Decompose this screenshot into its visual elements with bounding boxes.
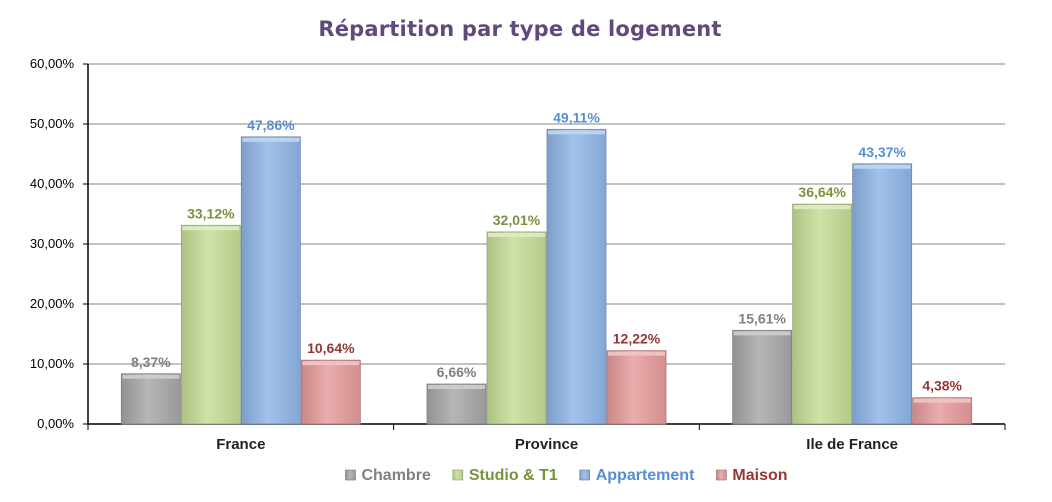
bar-bevel xyxy=(242,137,300,142)
x-category-label: Ile de France xyxy=(806,436,898,453)
legend-item: Appartement xyxy=(579,467,695,484)
legend-swatch xyxy=(452,469,464,481)
legend-item: Chambre xyxy=(345,467,431,484)
bar-bevel xyxy=(302,361,360,366)
legend: Chambre Studio & T1 Appartement Maison xyxy=(345,467,788,484)
data-label: 43,37% xyxy=(858,144,906,160)
legend-item: Studio & T1 xyxy=(452,467,558,484)
chart-title: Répartition par type de logement xyxy=(318,17,721,41)
bar-studio-t1 xyxy=(180,224,241,425)
y-tick-label: 0,00% xyxy=(37,416,74,431)
bar-chambre xyxy=(732,329,793,425)
legend-item: Maison xyxy=(716,467,788,484)
y-tick-label: 20,00% xyxy=(30,296,75,311)
data-label: 8,37% xyxy=(131,354,171,370)
data-label: 49,11% xyxy=(553,109,600,125)
data-label: 6,66% xyxy=(437,364,477,380)
data-label: 10,64% xyxy=(307,340,355,356)
bar-studio-t1 xyxy=(792,203,853,425)
y-tick-label: 40,00% xyxy=(30,176,75,191)
y-tick-label: 10,00% xyxy=(30,356,75,371)
bars xyxy=(120,128,973,425)
bar-bevel xyxy=(853,164,911,169)
bar-maison xyxy=(300,359,361,425)
legend-label: Maison xyxy=(732,467,787,484)
bar-appartement xyxy=(546,128,607,425)
bar-maison xyxy=(606,350,667,425)
bar-bevel xyxy=(488,232,545,237)
x-category-label: Province xyxy=(515,436,578,453)
x-category-label: France xyxy=(216,436,265,453)
bar-chambre xyxy=(426,383,487,425)
data-label: 36,64% xyxy=(798,184,846,200)
bar-appartement xyxy=(852,163,913,425)
y-tick-label: 60,00% xyxy=(30,56,75,71)
y-tick-label: 50,00% xyxy=(30,116,75,131)
legend-swatch xyxy=(579,469,591,481)
bar-bevel xyxy=(428,385,485,390)
bar-bevel xyxy=(122,374,180,379)
data-label: 4,38% xyxy=(922,378,962,394)
legend-label: Appartement xyxy=(596,467,695,484)
bar-bevel xyxy=(733,331,791,336)
bar-bevel xyxy=(608,351,665,356)
data-label: 32,01% xyxy=(493,212,541,228)
bar-bevel xyxy=(793,205,851,210)
bar-bevel xyxy=(182,226,240,231)
bar-bevel xyxy=(548,130,605,135)
data-label: 15,61% xyxy=(738,310,786,326)
y-tick-label: 30,00% xyxy=(30,236,75,251)
gridlines xyxy=(88,63,1005,365)
legend-label: Studio & T1 xyxy=(469,467,558,484)
data-labels: 8,37% 33,12% 47,86% 10,64% 6,66% 32,01% 49,11%… xyxy=(131,109,963,393)
data-label: 33,12% xyxy=(187,205,235,221)
bar-chambre xyxy=(120,373,181,425)
axes: 0,00% 10,00% 20,00% 30,00% 40,00% 50,00% 60,00… xyxy=(30,56,1006,453)
legend-label: Chambre xyxy=(361,467,430,484)
bar-appartement xyxy=(240,136,301,425)
data-label: 47,86% xyxy=(247,117,295,133)
legend-swatch xyxy=(716,469,727,481)
bar-studio-t1 xyxy=(486,231,547,425)
data-label: 12,22% xyxy=(613,331,661,347)
bar-bevel xyxy=(913,398,971,403)
legend-swatch xyxy=(345,469,356,481)
